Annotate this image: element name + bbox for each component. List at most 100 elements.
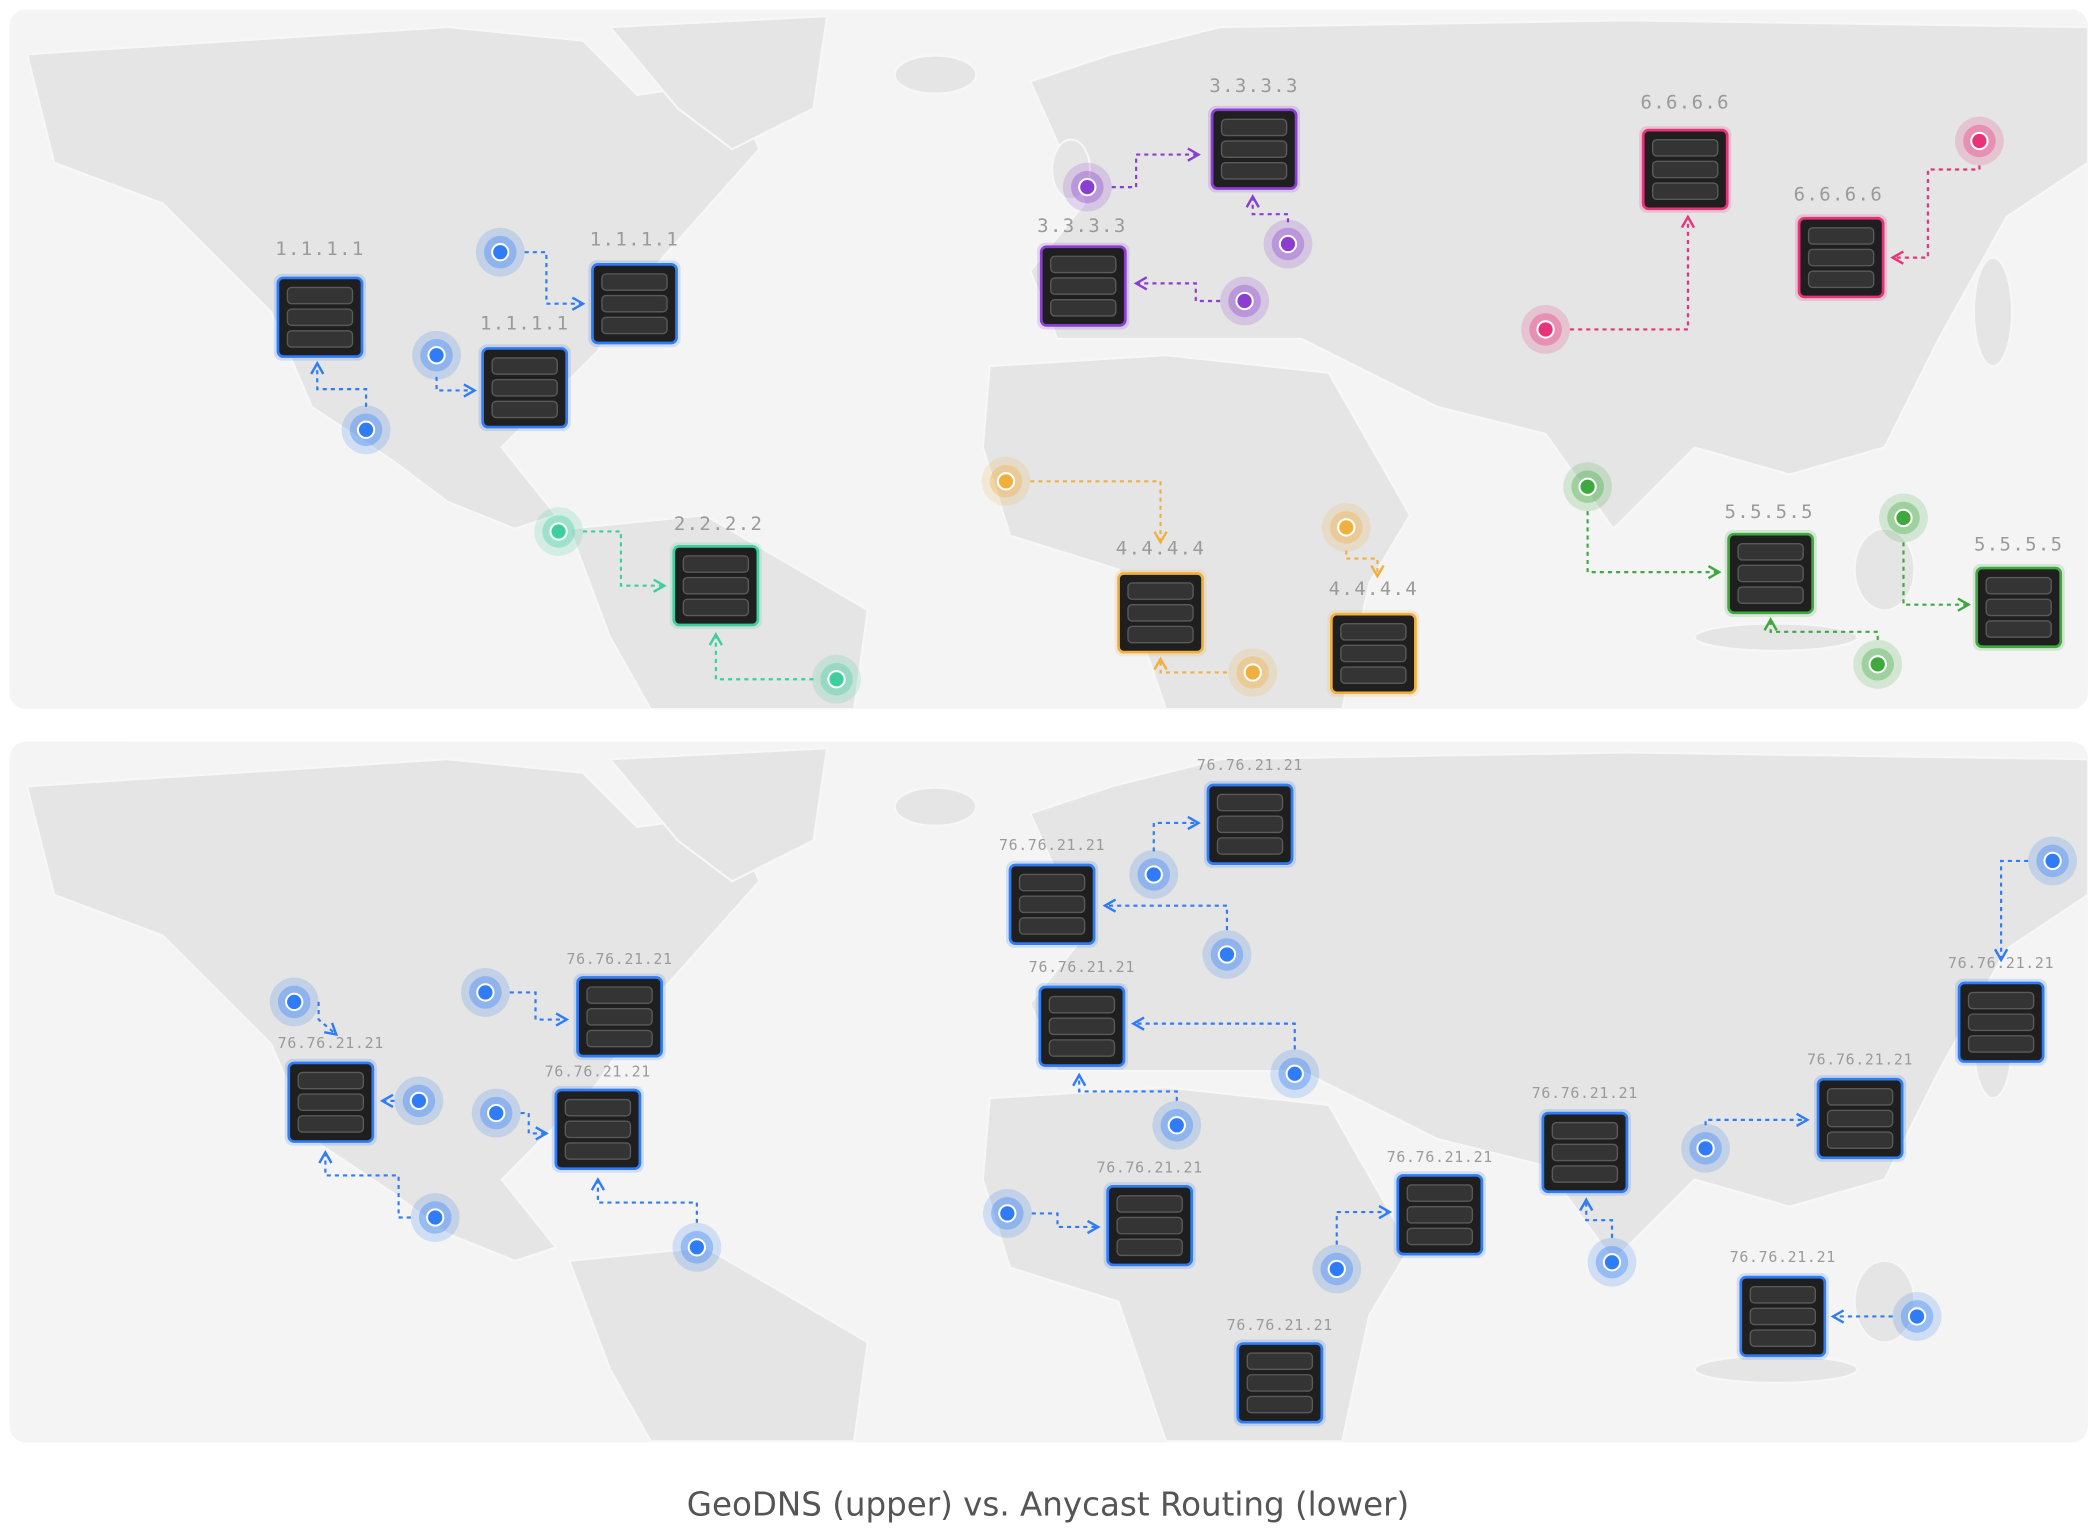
server-slot (1340, 644, 1407, 663)
client-dot (549, 522, 568, 541)
server-slot (601, 273, 668, 291)
server-slot (1985, 598, 2052, 617)
client-dot (998, 1204, 1017, 1223)
server-slot (1749, 1329, 1817, 1347)
server-slot (1127, 625, 1194, 644)
route-arrow (524, 251, 586, 311)
server-label: 1.1.1.1 (590, 228, 679, 250)
server-label: 3.3.3.3 (1037, 215, 1126, 237)
diagram-layer: 1.1.1.1 1.1.1.1 1.1.1.1 2.2.2.2 3.3.3.3 3.3.3… (269, 75, 2078, 1427)
server-slot (1050, 255, 1117, 274)
route-arrow (1102, 898, 1229, 931)
server-slot (1749, 1307, 1817, 1326)
client-dot (491, 243, 510, 262)
server-slot (1967, 1013, 2035, 1032)
server-slot (1737, 586, 1804, 605)
client-dot (1337, 518, 1356, 537)
server-label: 5.5.5.5 (1725, 501, 1814, 523)
server-slot (564, 1120, 632, 1139)
server-label: 76.76.21.21 (1807, 1050, 1913, 1068)
server-slot (1048, 1017, 1116, 1036)
server-label: 1.1.1.1 (480, 312, 569, 334)
server-label: 76.76.21.21 (1532, 1084, 1638, 1102)
server-slot (286, 308, 354, 327)
route-arrow (1586, 511, 1722, 580)
server-label: 76.76.21.21 (1097, 1159, 1203, 1177)
server-slot (1406, 1227, 1474, 1246)
server-slot (491, 400, 558, 419)
server-slot (1807, 270, 1875, 289)
server-slot (1018, 895, 1086, 914)
server-slot (1220, 162, 1288, 180)
server-slot (1651, 182, 1719, 200)
route-arrow (1579, 1197, 1614, 1238)
server-slot (491, 357, 558, 375)
client-dot (1217, 945, 1237, 964)
server-slot (1406, 1205, 1474, 1224)
server-slot (1340, 622, 1407, 641)
server-slot (1967, 991, 2035, 1010)
route-arrow (1345, 550, 1385, 579)
server-label: 76.76.21.21 (1227, 1316, 1333, 1334)
server-slot (1985, 620, 2052, 638)
route-arrow (318, 1149, 411, 1219)
route-arrow (317, 1001, 339, 1037)
server-slot (586, 1029, 653, 1048)
server-slot (1127, 604, 1194, 622)
server-label: 76.76.21.21 (545, 1062, 651, 1080)
client-dot (1078, 177, 1097, 197)
route-arrow (1902, 542, 1972, 612)
server-label: 2.2.2.2 (674, 513, 763, 535)
route-arrow (1890, 165, 1981, 265)
client-dot (1696, 1139, 1715, 1158)
server-slot (1551, 1143, 1619, 1162)
caption: GeoDNS (upper) vs. Anycast Routing (lowe… (687, 1486, 1409, 1524)
server-slot (1551, 1165, 1619, 1183)
route-arrow (1031, 1212, 1101, 1235)
server-slot (1216, 793, 1284, 812)
server-slot (1246, 1395, 1314, 1414)
server-label: 76.76.21.21 (1197, 756, 1303, 774)
server-slot (1807, 227, 1875, 245)
client-dot (1327, 1259, 1346, 1279)
server-slot (1551, 1121, 1619, 1140)
server-slot (1737, 564, 1804, 583)
server-slot (286, 330, 354, 348)
server-slot (491, 378, 558, 397)
server-slot (1216, 837, 1284, 855)
server-label: 76.76.21.21 (1948, 954, 2054, 972)
server-slot (1127, 582, 1194, 600)
route-arrow (590, 1177, 698, 1223)
client-dot (1285, 1064, 1304, 1083)
server-label: 76.76.21.21 (566, 950, 672, 968)
client-dot (356, 420, 376, 439)
server-slot (1048, 1039, 1116, 1057)
route-arrow (1993, 859, 2029, 963)
server-slot (1050, 277, 1117, 295)
route-arrow (310, 360, 368, 407)
server-slot (1246, 1352, 1314, 1371)
client-dot (1144, 865, 1163, 884)
server-label: 76.76.21.21 (1029, 958, 1135, 976)
server-slot (1018, 873, 1086, 892)
client-dot (1536, 320, 1555, 339)
client-dot (1907, 1307, 1927, 1326)
client-dot (996, 472, 1016, 491)
server-slot (297, 1093, 365, 1112)
server-label: 76.76.21.21 (999, 836, 1105, 854)
server-slot (297, 1115, 365, 1133)
server-slot (1018, 917, 1086, 935)
server-label: 4.4.4.4 (1116, 538, 1205, 560)
server-label: 4.4.4.4 (1329, 578, 1418, 600)
client-dot (1970, 131, 1989, 151)
server-slot (1246, 1374, 1314, 1392)
route-arrow (1335, 1204, 1393, 1245)
server-slot (1807, 248, 1875, 267)
client-dot (426, 1208, 445, 1227)
server-slot (1985, 576, 2052, 595)
server-slot (1651, 138, 1719, 157)
server-slot (682, 555, 750, 573)
server-slot (1340, 666, 1407, 684)
server-slot (1737, 542, 1804, 561)
